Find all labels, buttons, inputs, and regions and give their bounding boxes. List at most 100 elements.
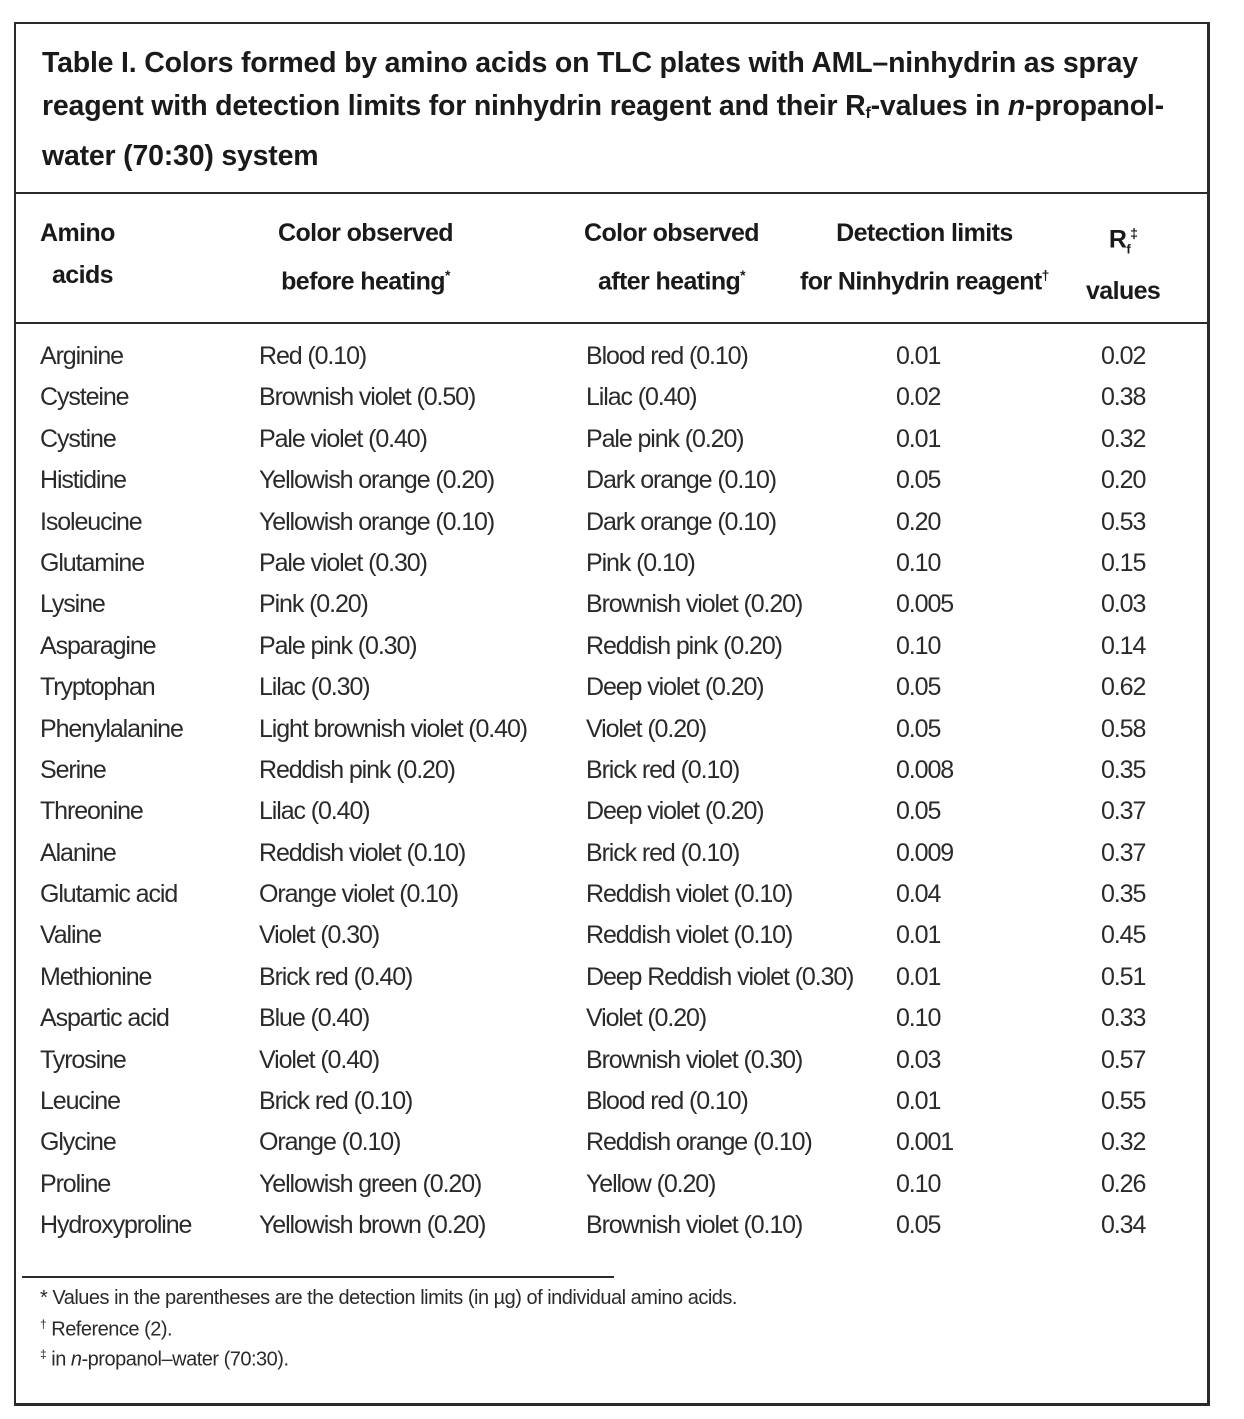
cell-color-after: Reddish pink (0.20)	[586, 631, 783, 660]
cell-detection-limit: 0.05	[896, 466, 941, 495]
cell-color-before: Reddish pink (0.20)	[259, 755, 456, 784]
table-row: Glutamine Pale violet (0.30) Pink (0.10) 0.…	[16, 543, 1207, 584]
cell-color-after: Pale pink (0.20)	[586, 424, 745, 453]
cell-color-after: Violet (0.20)	[586, 714, 707, 743]
cell-color-after: Brick red (0.10)	[586, 755, 740, 784]
table-row: Threonine Lilac (0.40) Deep violet (0.20) 0…	[16, 791, 1207, 832]
table-row: Leucine Brick red (0.10) Blood red (0.10) 0…	[16, 1081, 1207, 1122]
table-row: Cysteine Brownish violet (0.50) Lilac (0.4…	[16, 377, 1207, 418]
cell-rf-value: 0.62	[1101, 673, 1146, 702]
cell-amino-acid: Asparagine	[40, 631, 157, 660]
cell-rf-value: 0.26	[1101, 1169, 1146, 1198]
header-divider	[16, 322, 1207, 324]
cell-amino-acid: Methionine	[40, 962, 152, 991]
cell-rf-value: 0.35	[1101, 755, 1146, 784]
title-line-3: water (70:30) system	[42, 140, 319, 172]
title-line-2: reagent with detection limits for ninhyd…	[42, 90, 1164, 122]
cell-amino-acid: Arginine	[40, 342, 124, 370]
cell-amino-acid: Cysteine	[40, 383, 130, 412]
table-row: Asparagine Pale pink (0.30) Reddish pink (…	[16, 626, 1207, 667]
table-row: Alanine Reddish violet (0.10) Brick red (0…	[16, 833, 1207, 874]
table-body: Arginine Red (0.10) Blood red (0.10) 0.01 0.…	[16, 336, 1207, 1247]
table-row: Valine Violet (0.30) Reddish violet (0.10)…	[16, 915, 1207, 956]
cell-detection-limit: 0.001	[896, 1128, 954, 1157]
cell-detection-limit: 0.01	[896, 962, 941, 991]
cell-detection-limit: 0.05	[896, 797, 941, 826]
cell-color-before: Yellowish orange (0.20)	[259, 466, 495, 495]
table-row: Isoleucine Yellowish orange (0.10) Dark or…	[16, 502, 1207, 543]
cell-color-after: Violet (0.20)	[586, 1004, 707, 1033]
cell-color-before: Pale pink (0.30)	[259, 631, 418, 660]
cell-color-after: Deep violet (0.20)	[586, 673, 765, 702]
cell-color-after: Brownish violet (0.20)	[586, 590, 803, 619]
cell-color-before: Yellowish brown (0.20)	[259, 1211, 487, 1240]
cell-amino-acid: Isoleucine	[40, 507, 143, 536]
cell-rf-value: 0.58	[1101, 714, 1146, 743]
cell-detection-limit: 0.05	[896, 1211, 941, 1240]
header-amino-acids: Amino acids	[40, 219, 115, 289]
cell-amino-acid: Aspartic acid	[40, 1004, 170, 1033]
cell-detection-limit: 0.10	[896, 1169, 941, 1198]
cell-rf-value: 0.20	[1101, 466, 1146, 495]
table-row: Phenylalanine Light brownish violet (0.40…	[16, 709, 1207, 750]
table-row: Tryptophan Lilac (0.30) Deep violet (0.20)…	[16, 667, 1207, 708]
table-frame: Table I. Colors formed by amino acids on…	[14, 22, 1210, 1406]
cell-detection-limit: 0.10	[896, 631, 941, 660]
footnote-divider	[22, 1276, 614, 1278]
cell-rf-value: 0.38	[1101, 383, 1146, 412]
table-row: Arginine Red (0.10) Blood red (0.10) 0.01 0.…	[16, 336, 1207, 377]
cell-rf-value: 0.37	[1101, 797, 1146, 826]
table-title: Table I. Colors formed by amino acids on…	[42, 42, 1192, 178]
cell-rf-value: 0.14	[1101, 631, 1146, 660]
cell-amino-acid: Hydroxyproline	[40, 1211, 192, 1240]
cell-color-before: Pale violet (0.30)	[259, 548, 428, 577]
table-row: Proline Yellowish green (0.20) Yellow (0.2…	[16, 1164, 1207, 1205]
cell-color-after: Dark orange (0.10)	[586, 507, 777, 536]
cell-color-before: Light brownish violet (0.40)	[259, 714, 528, 743]
footnote-3: ‡ in n-propanol–water (70:30).	[40, 1347, 289, 1371]
cell-detection-limit: 0.008	[896, 755, 954, 784]
cell-color-after: Brick red (0.10)	[586, 838, 740, 867]
cell-color-before: Pink (0.20)	[259, 590, 369, 619]
cell-color-after: Yellow (0.20)	[586, 1169, 716, 1198]
cell-color-before: Blue (0.40)	[259, 1004, 370, 1033]
header-before-heating: Color observed before heating*	[278, 219, 454, 296]
footnote-1: * Values in the parentheses are the dete…	[40, 1287, 737, 1309]
cell-color-before: Yellowish green (0.20)	[259, 1169, 482, 1198]
cell-color-before: Violet (0.30)	[259, 921, 380, 950]
cell-amino-acid: Cystine	[40, 424, 117, 453]
cell-detection-limit: 0.009	[896, 838, 954, 867]
cell-color-before: Reddish violet (0.10)	[259, 838, 466, 867]
cell-color-after: Pink (0.10)	[586, 548, 696, 577]
cell-rf-value: 0.15	[1101, 548, 1146, 577]
cell-color-after: Brownish violet (0.10)	[586, 1211, 803, 1240]
cell-color-before: Pale violet (0.40)	[259, 424, 428, 453]
cell-color-after: Brownish violet (0.30)	[586, 1045, 803, 1074]
cell-detection-limit: 0.04	[896, 880, 941, 909]
cell-detection-limit: 0.05	[896, 673, 941, 702]
cell-color-after: Dark orange (0.10)	[586, 466, 777, 495]
cell-color-after: Lilac (0.40)	[586, 383, 698, 412]
cell-detection-limit: 0.01	[896, 921, 941, 950]
cell-color-before: Lilac (0.30)	[259, 673, 371, 702]
cell-detection-limit: 0.01	[896, 424, 941, 453]
cell-amino-acid: Threonine	[40, 797, 144, 826]
cell-detection-limit: 0.02	[896, 383, 941, 412]
cell-color-before: Violet (0.40)	[259, 1045, 380, 1074]
cell-amino-acid: Proline	[40, 1169, 111, 1198]
cell-amino-acid: Valine	[40, 921, 102, 950]
cell-amino-acid: Glutamine	[40, 548, 145, 577]
cell-detection-limit: 0.05	[896, 714, 941, 743]
cell-detection-limit: 0.03	[896, 1045, 941, 1074]
cell-rf-value: 0.03	[1101, 590, 1146, 619]
cell-rf-value: 0.51	[1101, 962, 1146, 991]
header-rf-values: Rf‡ values	[1086, 225, 1161, 306]
cell-color-before: Yellowish orange (0.10)	[259, 507, 495, 536]
table-row: Hydroxyproline Yellowish brown (0.20) Brow…	[16, 1205, 1207, 1246]
table-row: Methionine Brick red (0.40) Deep Reddish v…	[16, 957, 1207, 998]
cell-rf-value: 0.57	[1101, 1045, 1146, 1074]
cell-color-after: Reddish violet (0.10)	[586, 921, 793, 950]
title-divider	[16, 192, 1207, 194]
cell-detection-limit: 0.01	[896, 1087, 941, 1116]
cell-rf-value: 0.45	[1101, 921, 1146, 950]
